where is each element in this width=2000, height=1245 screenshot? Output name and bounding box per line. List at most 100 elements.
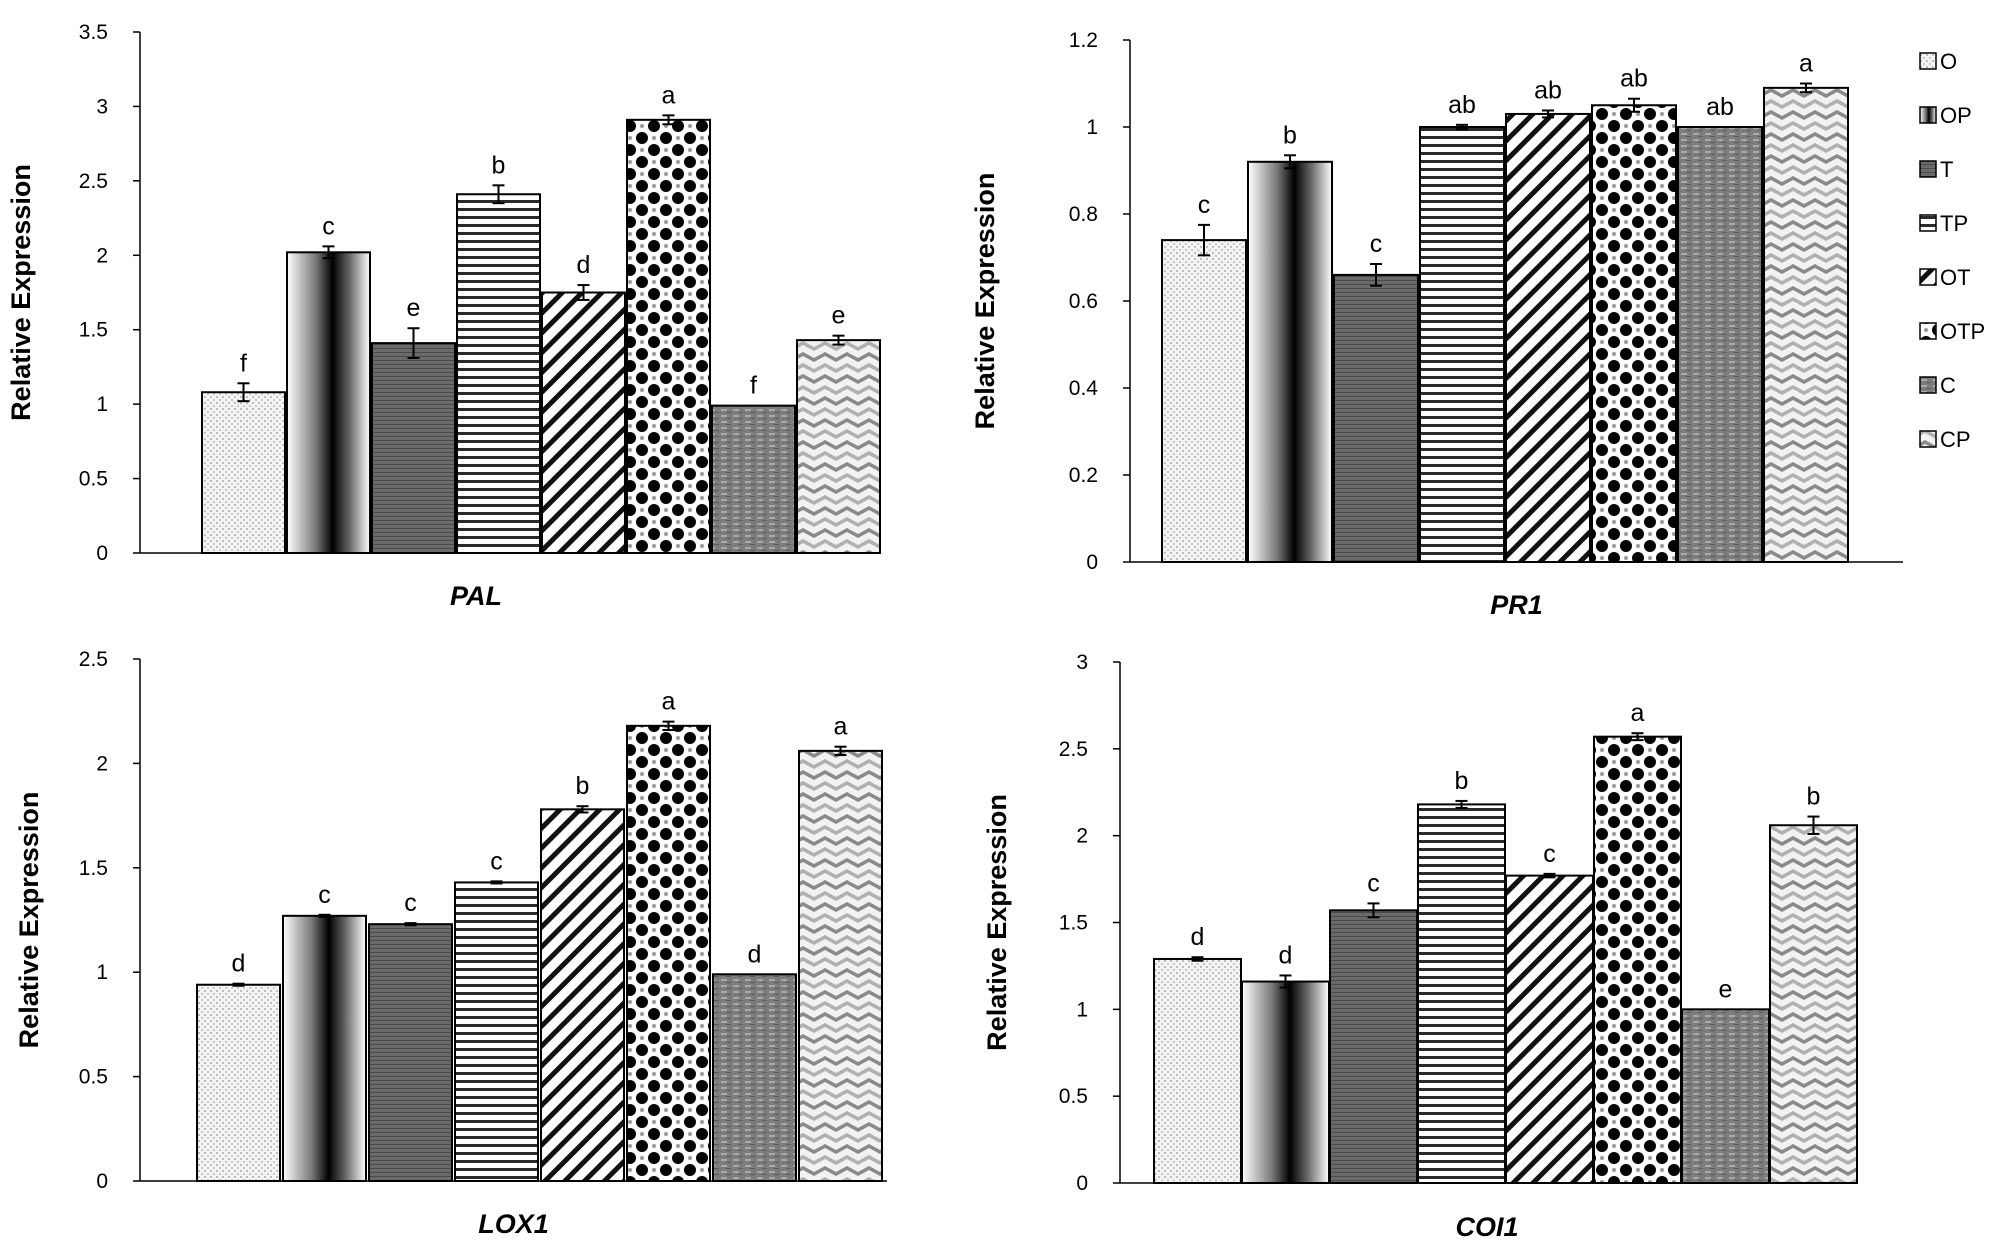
y-tick-label: 1.5 — [1059, 912, 1088, 935]
bar-ot — [1505, 874, 1594, 1184]
bar-t — [1329, 909, 1418, 1184]
y-tick-label: 0.6 — [1069, 290, 1098, 313]
y-tick-label: 0 — [1086, 551, 1098, 574]
significance-letter: d — [748, 940, 762, 968]
chart-title: PR1 — [1490, 590, 1543, 620]
significance-letter: c — [404, 889, 417, 917]
legend-swatch-tp — [1919, 214, 1937, 232]
legend-swatch-ot — [1919, 268, 1937, 286]
significance-letter: ab — [1706, 93, 1734, 121]
y-tick-label: 3 — [1076, 651, 1088, 674]
significance-letter: c — [322, 212, 335, 240]
y-tick-label: 0 — [1076, 1172, 1088, 1195]
chart-panel-pr1: 0 0.2 0.4 0.6 0.8 1 1.2 Relative Expression PR1 c… — [970, 29, 1903, 620]
bar-tp — [454, 881, 539, 1183]
significance-letter: f — [240, 349, 247, 377]
significance-letter: c — [318, 881, 331, 909]
significance-letter: a — [662, 688, 676, 716]
y-tick-label: 1 — [96, 961, 108, 984]
chart-title: COI1 — [1455, 1212, 1518, 1242]
bar-cp — [1763, 86, 1849, 563]
chart-title: PAL — [450, 581, 502, 611]
legend-label-tp: TP — [1940, 211, 1968, 236]
y-tick-label: 2 — [96, 752, 108, 775]
chart-panel-pal: 0 0.5 1 1.5 2 2.5 3 3.5 Relative Expression PAL f c… — [6, 21, 881, 611]
bar-otp — [626, 724, 711, 1182]
legend-swatch-o — [1919, 52, 1937, 70]
bar-ot — [541, 291, 626, 554]
bar-ot — [1505, 112, 1591, 563]
bar-t — [371, 342, 456, 554]
y-axis-label: Relative Expression — [982, 794, 1012, 1051]
bar-o — [201, 391, 286, 554]
bar-op — [282, 914, 367, 1182]
significance-letter: e — [1719, 975, 1733, 1003]
bar-c — [1681, 1008, 1770, 1184]
y-tick-label: 1 — [1076, 998, 1088, 1021]
y-tick-label: 3.5 — [79, 21, 108, 44]
significance-letter: a — [662, 81, 676, 109]
bar-otp — [1591, 104, 1677, 563]
y-tick-label: 1.2 — [1069, 29, 1098, 52]
bar-t — [368, 923, 453, 1183]
significance-letter: d — [1191, 923, 1205, 951]
chart-panel-coi1: 0 0.5 1 1.5 2 2.5 3 Relative Expression COI1 d d c b… — [982, 651, 1858, 1242]
y-tick-label: 0.5 — [79, 1066, 108, 1089]
chart-title: LOX1 — [478, 1209, 549, 1239]
significance-letter: ab — [1534, 76, 1562, 104]
significance-letter: c — [1543, 840, 1556, 868]
significance-letter: b — [1455, 767, 1469, 795]
legend-swatch-otp — [1919, 322, 1937, 340]
legend-swatch-cp — [1919, 430, 1937, 448]
significance-letter: e — [832, 302, 846, 330]
y-tick-label: 0.2 — [1069, 464, 1098, 487]
y-tick-label: 0 — [96, 1170, 108, 1193]
y-tick-label: 0.5 — [79, 468, 108, 491]
y-tick-label: 1.5 — [79, 319, 108, 342]
significance-letter: c — [490, 847, 503, 875]
bar-c — [711, 404, 796, 555]
significance-letter: a — [834, 713, 848, 741]
bar-ot — [540, 808, 625, 1182]
significance-letter: b — [1283, 121, 1297, 149]
y-axis-label: Relative Expression — [14, 792, 44, 1049]
significance-letter: f — [750, 372, 757, 400]
y-tick-label: 0 — [96, 542, 108, 565]
significance-letter: e — [407, 294, 421, 322]
significance-letter: b — [1807, 783, 1821, 811]
legend-swatch-c — [1919, 376, 1937, 394]
bar-cp — [1769, 824, 1858, 1184]
significance-letter: a — [1799, 50, 1813, 78]
y-axis-label: Relative Expression — [6, 164, 36, 421]
y-tick-label: 3 — [96, 95, 108, 118]
bar-op — [1241, 980, 1330, 1185]
y-tick-label: 2 — [1076, 825, 1088, 848]
significance-letter: b — [576, 772, 590, 800]
legend-label-c: C — [1940, 373, 1956, 398]
y-tick-label: 1.5 — [79, 857, 108, 880]
y-tick-label: 1 — [1086, 116, 1098, 139]
legend-label-otp: OTP — [1940, 319, 1985, 344]
significance-letter: d — [232, 950, 246, 978]
bar-otp — [626, 118, 711, 554]
significance-letter: d — [1279, 941, 1293, 969]
legend: O OP T TP OT OTP C CP — [1919, 49, 1985, 452]
bar-o — [1161, 239, 1247, 563]
y-tick-label: 2.5 — [1059, 738, 1088, 761]
legend-swatch-op — [1919, 106, 1937, 124]
legend-label-o: O — [1940, 49, 1957, 74]
bar-c — [1677, 126, 1763, 563]
significance-letter: ab — [1620, 65, 1648, 93]
legend-label-ot: OT — [1940, 265, 1971, 290]
y-tick-label: 2.5 — [79, 170, 108, 193]
legend-label-t: T — [1940, 157, 1953, 182]
bar-tp — [1417, 803, 1506, 1184]
y-tick-label: 2.5 — [79, 648, 108, 671]
bar-c — [712, 973, 797, 1183]
y-tick-label: 0.8 — [1069, 203, 1098, 226]
bar-o — [196, 983, 281, 1183]
legend-label-op: OP — [1940, 103, 1972, 128]
significance-letter: a — [1631, 699, 1645, 727]
bar-tp — [1419, 126, 1505, 563]
